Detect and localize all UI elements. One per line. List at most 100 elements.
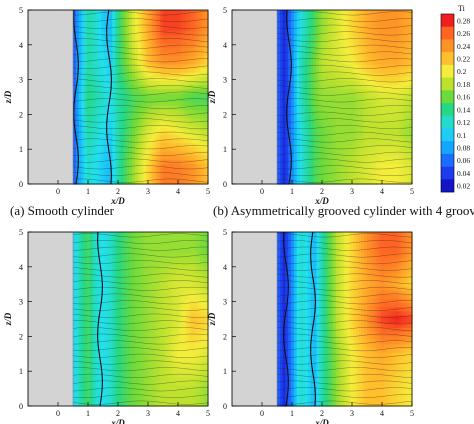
streamline bbox=[72, 145, 209, 150]
colorbar-tick-label: 0.24 bbox=[457, 42, 470, 51]
x-tick-label: 3 bbox=[350, 409, 354, 418]
streamline bbox=[276, 118, 413, 123]
caption-a: (a) Smooth cylinder bbox=[10, 203, 114, 218]
streamline bbox=[276, 91, 413, 96]
colorbar-tick-label: 0.28 bbox=[457, 16, 470, 25]
y-tick-label: 2 bbox=[19, 332, 23, 341]
streamline bbox=[72, 51, 209, 56]
streamline bbox=[72, 353, 209, 358]
x-tick-label: 3 bbox=[146, 187, 150, 196]
streamline bbox=[276, 151, 413, 156]
streamline bbox=[72, 306, 209, 311]
colorbar-swatch bbox=[441, 39, 454, 53]
y-tick-label: 3 bbox=[19, 298, 23, 307]
streamline bbox=[276, 105, 413, 110]
y-tick-label: 3 bbox=[223, 76, 227, 85]
colorbar-swatch bbox=[441, 166, 454, 180]
streamline bbox=[72, 125, 209, 130]
streamline bbox=[276, 320, 413, 325]
streamline bbox=[73, 273, 209, 278]
streamline bbox=[276, 367, 413, 372]
colorbar-swatch bbox=[441, 179, 454, 193]
streamline bbox=[276, 78, 413, 83]
streamline bbox=[276, 31, 413, 36]
cylinder-shadow-region bbox=[231, 9, 278, 185]
streamline bbox=[72, 131, 209, 136]
streamline bbox=[276, 98, 413, 103]
convergence-line bbox=[310, 231, 316, 407]
x-tick-label: 4 bbox=[380, 409, 384, 418]
x-axis-label: x/D bbox=[110, 418, 125, 424]
y-tick-label: 2 bbox=[19, 110, 23, 119]
streamline bbox=[276, 260, 413, 265]
colorbar-swatch bbox=[441, 90, 454, 104]
x-tick-label: 2 bbox=[116, 187, 120, 196]
y-tick-label: 5 bbox=[223, 228, 227, 237]
streamline bbox=[72, 260, 209, 265]
colorbar-swatch bbox=[441, 115, 454, 129]
x-tick-label: 4 bbox=[380, 187, 384, 196]
streamline bbox=[276, 293, 413, 298]
y-axis-label: z/D bbox=[207, 90, 217, 104]
streamline bbox=[72, 158, 209, 163]
y-tick-label: 1 bbox=[19, 367, 23, 376]
convergence-line bbox=[283, 231, 289, 407]
streamline bbox=[276, 131, 413, 136]
ti-contour-field bbox=[73, 10, 209, 185]
streamline bbox=[276, 18, 412, 23]
streamline bbox=[72, 246, 208, 251]
x-tick-label: 3 bbox=[146, 409, 150, 418]
colorbar-swatch bbox=[441, 52, 454, 66]
x-tick-label: 0 bbox=[56, 409, 60, 418]
y-axis-label: z/D bbox=[3, 312, 13, 326]
streamline bbox=[276, 246, 413, 251]
y-tick-label: 1 bbox=[19, 145, 23, 154]
streamline bbox=[276, 313, 413, 318]
y-tick-label: 1 bbox=[223, 145, 227, 154]
x-tick-label: 4 bbox=[176, 187, 180, 196]
streamline bbox=[276, 266, 413, 271]
cylinder-shadow-region bbox=[27, 231, 74, 407]
colorbar-tick-label: 0.14 bbox=[457, 105, 470, 114]
streamline bbox=[72, 98, 209, 103]
streamline bbox=[277, 233, 413, 238]
streamline bbox=[72, 165, 209, 170]
ti-contour-field bbox=[277, 232, 413, 407]
y-tick-label: 5 bbox=[19, 228, 23, 237]
x-tick-label: 1 bbox=[86, 409, 90, 418]
streamline bbox=[72, 64, 209, 69]
x-tick-label: 4 bbox=[176, 409, 180, 418]
streamlines bbox=[72, 9, 209, 185]
x-tick-label: 0 bbox=[260, 187, 264, 196]
cylinder-shadow-region bbox=[27, 9, 74, 185]
streamline bbox=[73, 367, 209, 372]
streamline bbox=[276, 178, 413, 183]
streamline bbox=[276, 400, 413, 405]
streamline bbox=[72, 266, 209, 271]
streamline bbox=[72, 18, 209, 23]
y-axis-label: z/D bbox=[207, 312, 217, 326]
ti-contour-field bbox=[277, 10, 413, 185]
y-tick-label: 4 bbox=[223, 263, 227, 272]
colorbar-swatch bbox=[441, 64, 454, 78]
y-tick-label: 2 bbox=[223, 110, 227, 119]
streamline bbox=[72, 71, 209, 76]
streamline bbox=[276, 58, 413, 63]
streamline bbox=[72, 11, 209, 16]
colorbar-swatch bbox=[441, 153, 454, 167]
streamline bbox=[72, 347, 209, 352]
y-tick-label: 5 bbox=[19, 6, 23, 15]
convergence-line bbox=[106, 9, 112, 185]
colorbar-swatch bbox=[441, 77, 454, 91]
caption-b: (b) Asymmetrically grooved cylinder with… bbox=[213, 203, 474, 218]
streamline bbox=[72, 360, 209, 365]
cylinder-shadow-region bbox=[231, 231, 278, 407]
streamline bbox=[72, 327, 209, 332]
streamline bbox=[276, 387, 413, 392]
colorbar-tick-label: 0.26 bbox=[457, 29, 470, 38]
colorbar-title: Ti bbox=[458, 4, 466, 13]
streamline bbox=[276, 273, 413, 278]
colorbar-tick-label: 0.1 bbox=[457, 131, 467, 140]
streamline bbox=[72, 280, 209, 285]
